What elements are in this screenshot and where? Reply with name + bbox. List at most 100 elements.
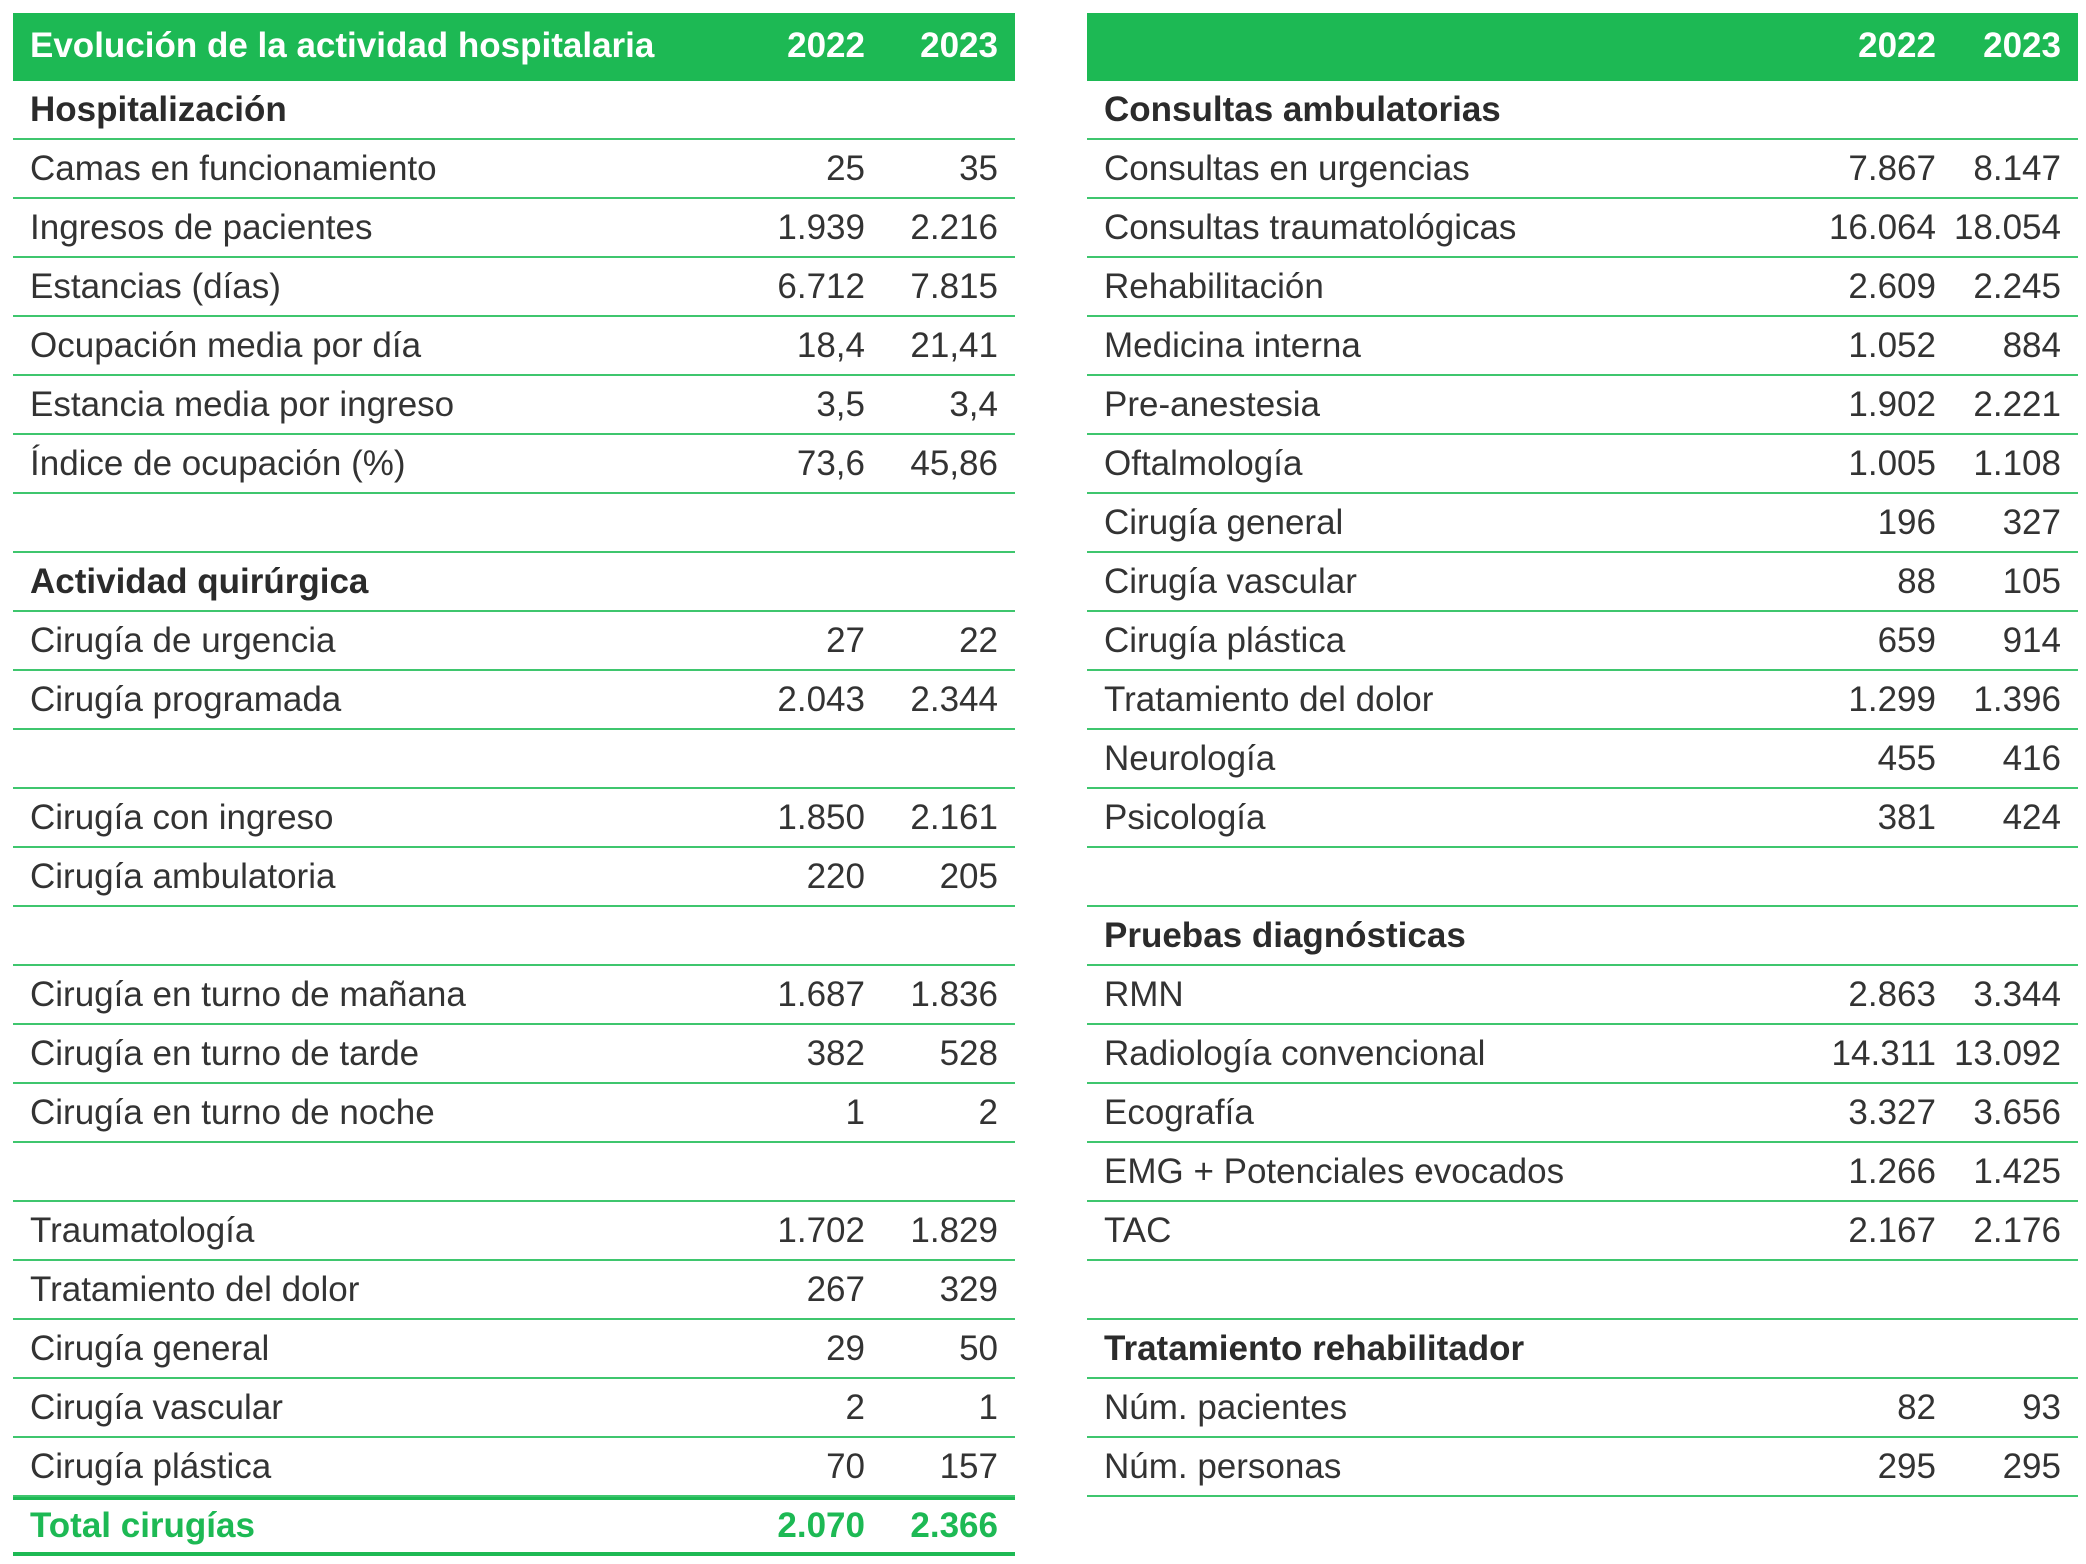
row-label: Cirugía plástica [30, 1446, 272, 1486]
value-2022: 1.850 [777, 797, 865, 837]
value-2022: 1.299 [1848, 679, 1936, 719]
value-2022: 14.311 [1831, 1033, 1936, 1073]
value-2022: 1.052 [1848, 325, 1936, 365]
value-2023: 884 [2002, 325, 2061, 365]
row-label: Cirugía en turno de tarde [30, 1033, 420, 1073]
table-body: Hospitalización Camas en funcionamiento 25… [13, 81, 1015, 1556]
table-row [1087, 1261, 2078, 1320]
table-row: Cirugía general 29 50 [13, 1320, 1015, 1379]
value-2022: 3.327 [1848, 1092, 1936, 1132]
value-2023: 2.221 [1973, 384, 2061, 424]
total-row: Total cirugías 2.070 2.366 [13, 1497, 1015, 1556]
table-row: Tratamiento del dolor 267 329 [13, 1261, 1015, 1320]
value-2022: 2.863 [1848, 974, 1936, 1014]
value-2022: 1 [845, 1092, 865, 1132]
table-body: Consultas ambulatorias Consultas en urgen… [1087, 81, 2078, 1497]
value-2023: 3.656 [1973, 1092, 2061, 1132]
row-label: Estancias (días) [30, 266, 281, 306]
value-2023: 424 [2002, 797, 2061, 837]
value-2022: 2 [845, 1387, 865, 1427]
table-row: Ocupación media por día 18,4 21,41 [13, 317, 1015, 376]
table-row: Radiología convencional 14.311 13.092 [1087, 1025, 2078, 1084]
value-2023: 157 [939, 1446, 998, 1486]
table-row: Medicina interna 1.052 884 [1087, 317, 2078, 376]
row-label: Actividad quirúrgica [30, 561, 369, 601]
value-2022: 73,6 [796, 443, 865, 483]
value-2023: 327 [2002, 502, 2061, 542]
value-2023: 22 [959, 620, 998, 660]
row-label: Cirugía general [1104, 502, 1344, 542]
value-2023: 13.092 [1953, 1033, 2061, 1073]
value-2023: 2.344 [910, 679, 998, 719]
row-label: Traumatología [30, 1210, 255, 1250]
table-row: Pre-anestesia 1.902 2.221 [1087, 376, 2078, 435]
row-label: Cirugía general [30, 1328, 270, 1368]
value-2022: 27 [826, 620, 865, 660]
value-2023: 295 [2002, 1446, 2061, 1486]
table-row: Cirugía plástica 70 157 [13, 1438, 1015, 1497]
value-2022: 295 [1877, 1446, 1936, 1486]
section-header-row: Consultas ambulatorias [1087, 81, 2078, 140]
value-2022: 1.939 [777, 207, 865, 247]
value-2023: 8.147 [1973, 148, 2061, 188]
value-2022: 18,4 [796, 325, 865, 365]
value-2023: 50 [959, 1328, 998, 1368]
row-label: Pruebas diagnósticas [1104, 915, 1466, 955]
value-2022: 659 [1877, 620, 1936, 660]
row-label: Ocupación media por día [30, 325, 422, 365]
value-2023: 329 [939, 1269, 998, 1309]
value-2023: 528 [939, 1033, 998, 1073]
value-2022: 29 [826, 1328, 865, 1368]
row-label: Oftalmología [1104, 443, 1303, 483]
row-label: Tratamiento del dolor [1104, 679, 1434, 719]
value-2023: 3,4 [949, 384, 998, 424]
section-header-row: Hospitalización [13, 81, 1015, 140]
row-label: Cirugía con ingreso [30, 797, 334, 837]
row-label: Índice de ocupación (%) [30, 443, 406, 483]
value-2022: 382 [806, 1033, 865, 1073]
value-2022: 88 [1897, 561, 1936, 601]
table-row: Cirugía vascular 2 1 [13, 1379, 1015, 1438]
value-2023: 2.366 [910, 1506, 998, 1545]
value-2023: 205 [939, 856, 998, 896]
table-row: Camas en funcionamiento 25 35 [13, 140, 1015, 199]
value-2023: 45,86 [910, 443, 998, 483]
value-2022: 2.043 [777, 679, 865, 719]
table-row: Cirugía plástica 659 914 [1087, 612, 2078, 671]
row-label: Cirugía programada [30, 679, 342, 719]
table-row: Cirugía con ingreso 1.850 2.161 [13, 789, 1015, 848]
value-2022: 16.064 [1828, 207, 1936, 247]
value-2022: 2.609 [1848, 266, 1936, 306]
section-header-row: Pruebas diagnósticas [1087, 907, 2078, 966]
table-row: Traumatología 1.702 1.829 [13, 1202, 1015, 1261]
year-2022-header: 2022 [1858, 25, 1936, 65]
value-2023: 2.176 [1973, 1210, 2061, 1250]
table-row: Cirugía en turno de tarde 382 528 [13, 1025, 1015, 1084]
table-row [1087, 848, 2078, 907]
value-2023: 416 [2002, 738, 2061, 778]
row-label: Pre-anestesia [1104, 384, 1320, 424]
value-2022: 2.070 [777, 1506, 865, 1545]
value-2023: 35 [959, 148, 998, 188]
table-row [13, 730, 1015, 789]
row-label: Tratamiento del dolor [30, 1269, 360, 1309]
table-row: Núm. personas 295 295 [1087, 1438, 2078, 1497]
table-row: Núm. pacientes 82 93 [1087, 1379, 2078, 1438]
row-label: Cirugía ambulatoria [30, 856, 336, 896]
value-2023: 105 [2002, 561, 2061, 601]
value-2023: 2.216 [910, 207, 998, 247]
table-row: Neurología 455 416 [1087, 730, 2078, 789]
table-header: Evolución de la actividad hospitalaria 2… [13, 13, 1015, 81]
value-2022: 455 [1877, 738, 1936, 778]
value-2022: 1.005 [1848, 443, 1936, 483]
table-row: Consultas traumatológicas 16.064 18.054 [1087, 199, 2078, 258]
value-2022: 1.702 [777, 1210, 865, 1250]
value-2022: 3,5 [816, 384, 865, 424]
value-2022: 267 [806, 1269, 865, 1309]
row-label: Cirugía plástica [1104, 620, 1346, 660]
hospital-activity-table: Evolución de la actividad hospitalaria 2… [13, 13, 1015, 1556]
value-2022: 7.867 [1848, 148, 1936, 188]
table-row: Cirugía en turno de noche 1 2 [13, 1084, 1015, 1143]
value-2022: 25 [826, 148, 865, 188]
value-2022: 70 [826, 1446, 865, 1486]
